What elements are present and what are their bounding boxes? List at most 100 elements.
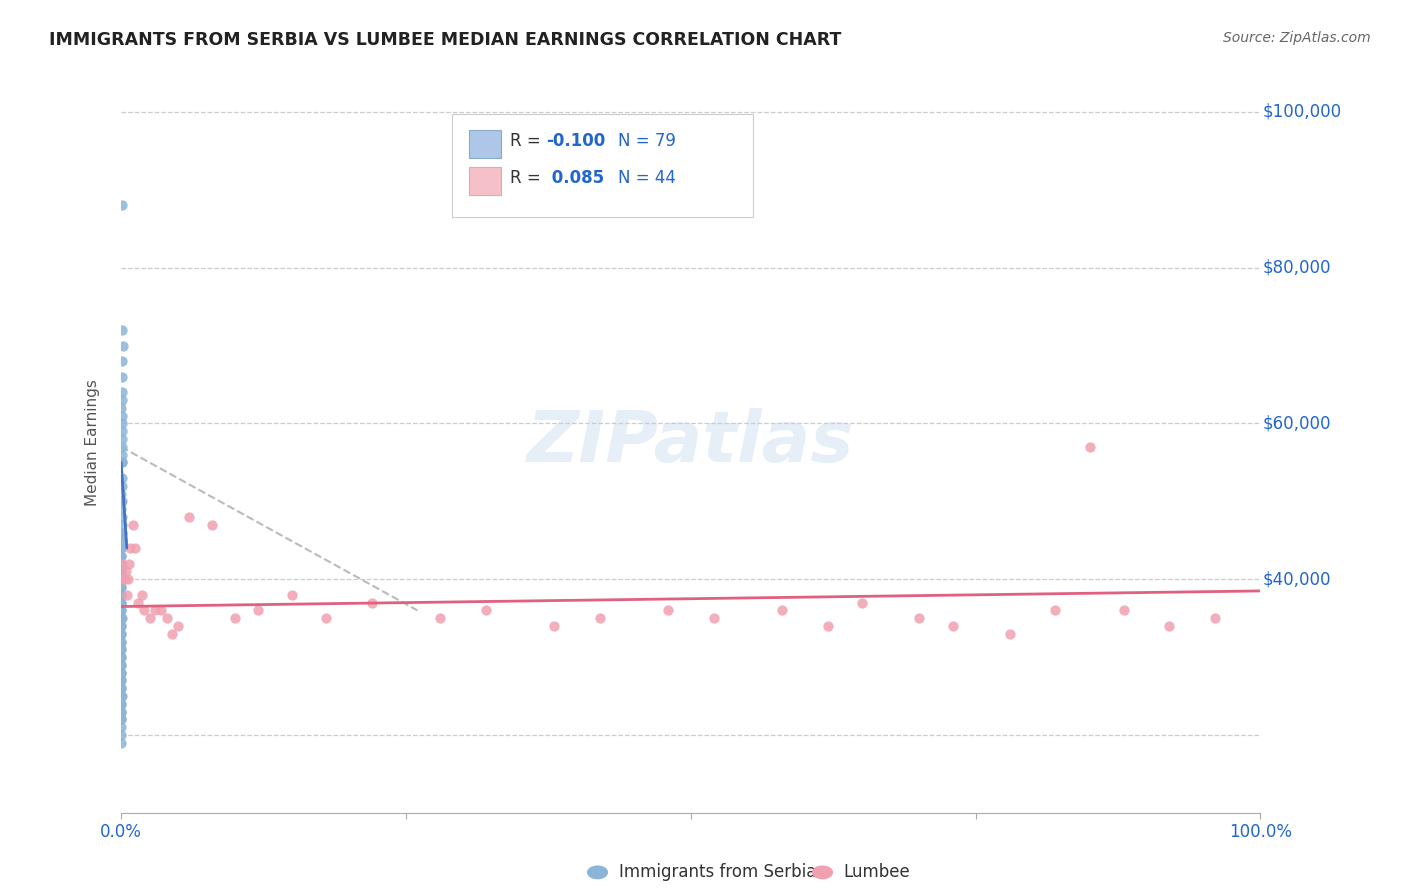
Point: [998, 626, 1021, 640]
Point: [1078, 440, 1101, 454]
Point: [110, 502, 132, 516]
Point: [543, 619, 565, 633]
Point: [110, 619, 132, 633]
Point: [110, 634, 132, 648]
Point: [132, 603, 155, 617]
Y-axis label: Median Earnings: Median Earnings: [86, 379, 100, 507]
Point: [117, 572, 139, 586]
Point: [110, 510, 132, 524]
Point: [589, 611, 612, 625]
Point: [150, 603, 173, 617]
Point: [162, 626, 184, 640]
Point: [111, 323, 134, 337]
Point: [111, 572, 134, 586]
Point: [110, 557, 132, 571]
Point: [110, 611, 132, 625]
Point: [1045, 603, 1067, 617]
Point: [110, 642, 132, 657]
Point: [111, 198, 134, 212]
Point: [110, 580, 132, 594]
Point: [110, 650, 132, 665]
Text: $80,000: $80,000: [1263, 259, 1331, 277]
Point: [110, 713, 132, 727]
Point: [770, 603, 793, 617]
Point: [121, 517, 143, 532]
Text: $100,000: $100,000: [1263, 103, 1341, 121]
Text: R =: R =: [509, 169, 546, 187]
Point: [110, 673, 132, 688]
Point: [110, 557, 132, 571]
Point: [110, 657, 132, 672]
Point: [112, 572, 135, 586]
Point: [110, 705, 132, 719]
Point: [110, 720, 132, 734]
Text: 0.085: 0.085: [546, 169, 605, 187]
Point: [110, 494, 132, 508]
Point: [110, 657, 132, 672]
FancyBboxPatch shape: [468, 167, 501, 195]
Point: [110, 642, 132, 657]
Text: Immigrants from Serbia: Immigrants from Serbia: [619, 863, 815, 881]
Point: [110, 626, 132, 640]
Point: [201, 517, 224, 532]
Point: [110, 619, 132, 633]
Point: [110, 681, 132, 696]
Text: Source: ZipAtlas.com: Source: ZipAtlas.com: [1223, 31, 1371, 45]
Point: [111, 354, 134, 368]
Point: [111, 432, 134, 446]
Point: [110, 572, 132, 586]
Point: [110, 689, 132, 703]
Point: [179, 510, 201, 524]
Point: [110, 697, 132, 711]
Point: [281, 588, 304, 602]
Point: [111, 417, 134, 431]
Text: $40,000: $40,000: [1263, 570, 1331, 588]
Point: [110, 401, 132, 415]
Text: -0.100: -0.100: [546, 132, 606, 150]
Point: [110, 494, 132, 508]
Point: [111, 517, 134, 532]
Point: [143, 603, 166, 617]
Point: [1204, 611, 1226, 625]
Point: [110, 549, 132, 563]
Point: [110, 697, 132, 711]
Point: [111, 385, 134, 400]
Point: [111, 455, 134, 469]
Point: [167, 619, 190, 633]
FancyBboxPatch shape: [451, 113, 754, 218]
Point: [110, 603, 132, 617]
Point: [110, 603, 132, 617]
Point: [942, 619, 965, 633]
Point: [118, 557, 141, 571]
Point: [110, 611, 132, 625]
Point: [110, 689, 132, 703]
Point: [111, 393, 134, 408]
Point: [111, 557, 134, 571]
Point: [110, 565, 132, 579]
Point: [111, 424, 134, 438]
Point: [110, 665, 132, 680]
Point: [110, 611, 132, 625]
Point: [111, 525, 134, 540]
Point: [360, 596, 382, 610]
Point: [907, 611, 929, 625]
Point: [246, 603, 269, 617]
Point: [110, 626, 132, 640]
Point: [111, 440, 134, 454]
Point: [127, 596, 149, 610]
Point: [110, 448, 132, 462]
Point: [429, 611, 451, 625]
Point: [817, 619, 839, 633]
Point: [110, 634, 132, 648]
Point: [110, 525, 132, 540]
FancyBboxPatch shape: [468, 130, 501, 158]
Point: [110, 596, 132, 610]
Point: [111, 369, 134, 384]
Point: [110, 713, 132, 727]
Text: N = 79: N = 79: [617, 132, 676, 150]
Point: [110, 673, 132, 688]
Point: [114, 572, 136, 586]
Point: [110, 681, 132, 696]
Point: [315, 611, 337, 625]
Point: [1159, 619, 1181, 633]
